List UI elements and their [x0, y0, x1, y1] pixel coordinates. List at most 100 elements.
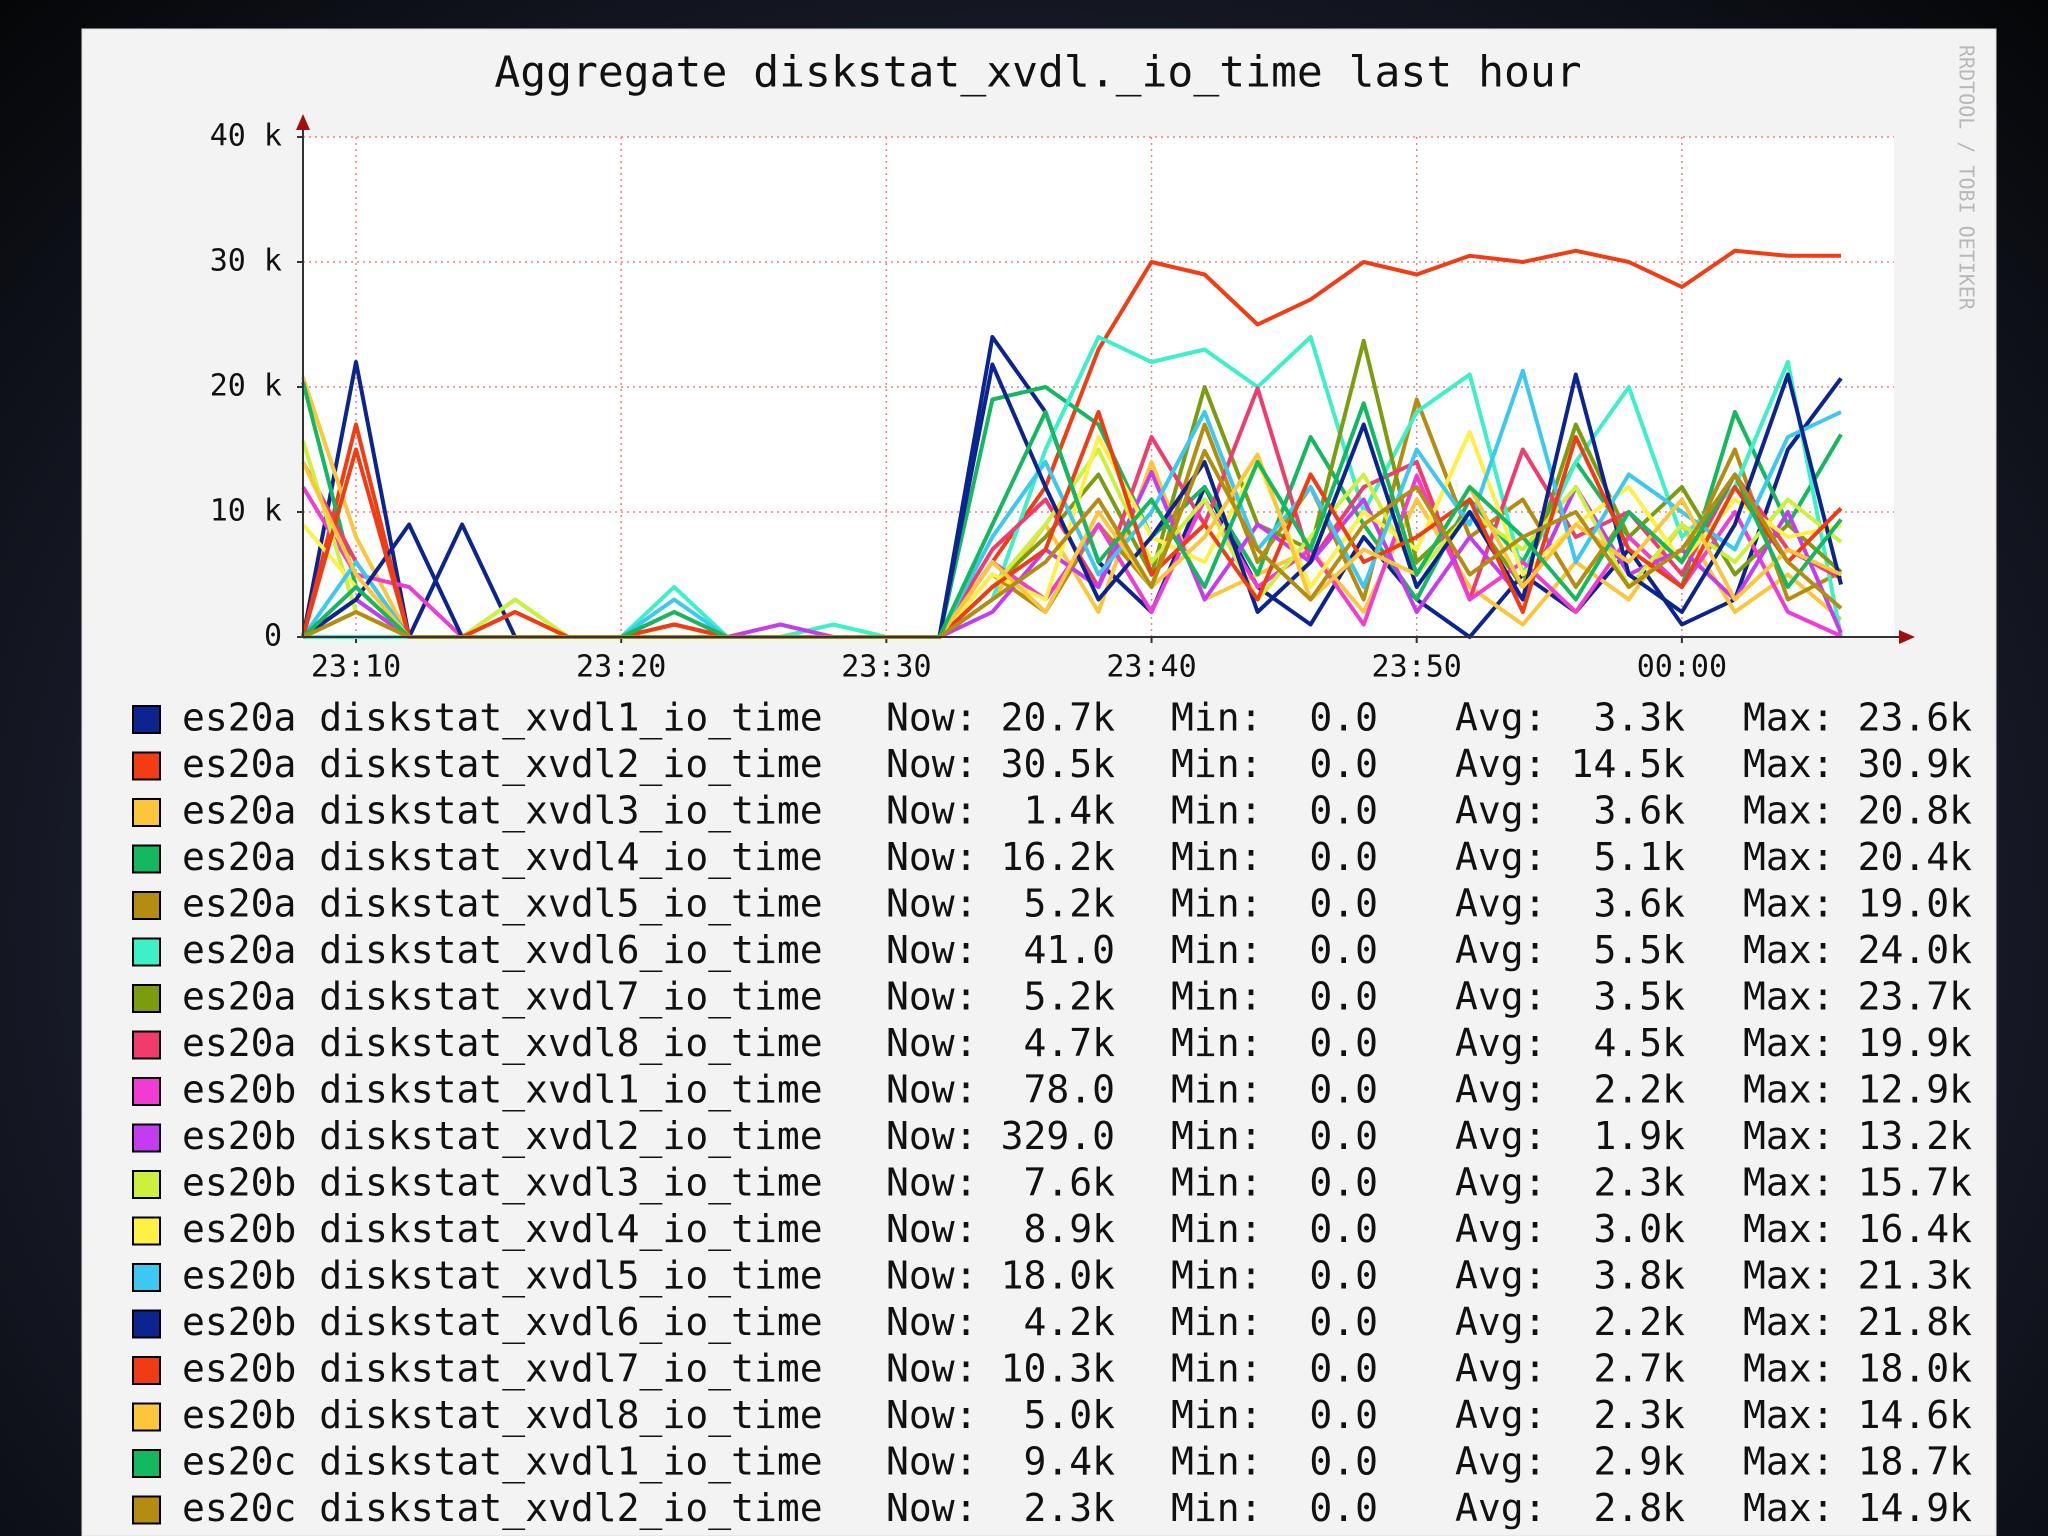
- legend-swatch: [132, 751, 161, 781]
- legend-swatch: [132, 798, 161, 827]
- legend-stat-label: Avg:: [1455, 882, 1547, 926]
- legend-stat-value: 0.0: [1309, 789, 1378, 833]
- legend-stat-label: Max:: [1743, 1393, 1835, 1437]
- legend-label: es20a diskstat_xvdl7_io_time: [182, 975, 823, 1020]
- y-arrow: [296, 114, 310, 130]
- legend-stat-label: Max:: [1743, 696, 1835, 740]
- legend-swatch: [132, 1309, 161, 1339]
- legend-stat-value: 3.8k: [1593, 1254, 1685, 1298]
- legend-swatch: [132, 1356, 161, 1385]
- legend-stat-value: 15.7k: [1858, 1161, 1973, 1205]
- legend-stat-value: 19.9k: [1858, 1021, 1973, 1065]
- legend-stat-label: Min:: [1171, 696, 1263, 740]
- legend-swatch: [132, 844, 161, 874]
- legend-label: es20c diskstat_xvdl2_io_time: [182, 1486, 823, 1531]
- legend-swatch: [132, 1216, 161, 1246]
- legend-stat-label: Min:: [1171, 835, 1263, 879]
- legend-stat-value: 41.0: [1023, 928, 1115, 972]
- legend: es20a diskstat_xvdl1_io_time Now: 20.7k Min…: [132, 696, 1973, 1531]
- legend-label: es20a diskstat_xvdl6_io_time: [182, 928, 823, 973]
- legend-stat-label: Avg:: [1455, 1486, 1547, 1530]
- legend-swatch: [132, 891, 161, 920]
- legend-label: es20a diskstat_xvdl2_io_time: [182, 742, 823, 787]
- legend-stat-label: Max:: [1743, 928, 1835, 972]
- legend-stat-value: 19.0k: [1858, 882, 1973, 926]
- legend-stat-label: Avg:: [1455, 1161, 1547, 1205]
- legend-stat-label: Max:: [1743, 1254, 1835, 1298]
- legend-stat-value: 2.2k: [1593, 1300, 1685, 1344]
- legend-stat-label: Min:: [1171, 742, 1263, 786]
- legend-stat-label: Now:: [886, 882, 978, 926]
- legend-stat-label: Now:: [886, 1254, 978, 1298]
- legend-stat-value: 5.2k: [1023, 975, 1115, 1019]
- legend-stat-label: Max:: [1743, 742, 1835, 786]
- x-tick-label: 23:50: [1372, 650, 1462, 685]
- legend-stat-value: 2.7k: [1593, 1347, 1685, 1391]
- watermark: RRDTOOL / TOBI OETIKER: [1955, 45, 1979, 311]
- legend-stat-label: Avg:: [1455, 1114, 1547, 1158]
- legend-stat-value: 0.0: [1309, 1068, 1378, 1112]
- legend-swatch: [132, 937, 161, 967]
- legend-stat-label: Min:: [1171, 975, 1263, 1019]
- legend-label: es20b diskstat_xvdl8_io_time: [182, 1393, 823, 1438]
- legend-stat-label: Max:: [1743, 1440, 1835, 1484]
- legend-stat-label: Max:: [1743, 1347, 1835, 1391]
- legend-stat-label: Min:: [1171, 928, 1263, 972]
- legend-stat-label: Max:: [1743, 835, 1835, 879]
- legend-stat-value: 12.9k: [1858, 1068, 1973, 1112]
- legend-stat-value: 20.4k: [1858, 835, 1973, 879]
- legend-stat-value: 14.9k: [1858, 1486, 1973, 1530]
- legend-stat-label: Min:: [1171, 1254, 1263, 1298]
- legend-swatch: [132, 984, 161, 1013]
- legend-swatch: [132, 1402, 161, 1432]
- y-tick-label: 0: [264, 619, 282, 654]
- legend-stat-label: Now:: [886, 1347, 978, 1391]
- legend-stat-value: 16.2k: [1001, 835, 1116, 879]
- legend-stat-value: 5.2k: [1023, 882, 1115, 926]
- legend-stat-label: Avg:: [1455, 928, 1547, 972]
- legend-stat-value: 3.0k: [1593, 1207, 1685, 1251]
- legend-stat-value: 0.0: [1309, 1161, 1378, 1205]
- legend-swatch: [132, 1077, 161, 1106]
- legend-stat-label: Max:: [1743, 1300, 1835, 1344]
- legend-stat-value: 0.0: [1309, 742, 1378, 786]
- x-tick-label: 23:40: [1106, 650, 1196, 685]
- legend-stat-label: Max:: [1743, 1068, 1835, 1112]
- legend-stat-value: 0.0: [1309, 1347, 1378, 1391]
- legend-stat-value: 13.2k: [1858, 1114, 1973, 1158]
- legend-stat-label: Now:: [886, 789, 978, 833]
- legend-stat-value: 14.6k: [1858, 1393, 1973, 1437]
- legend-swatch: [132, 1123, 161, 1153]
- legend-stat-value: 329.0: [1001, 1114, 1115, 1158]
- legend-stat-value: 1.9k: [1593, 1114, 1685, 1158]
- legend-stat-label: Min:: [1171, 1021, 1263, 1065]
- legend-stat-value: 2.9k: [1593, 1440, 1685, 1484]
- legend-stat-value: 8.9k: [1023, 1207, 1115, 1251]
- legend-stat-label: Min:: [1171, 789, 1263, 833]
- legend-label: es20b diskstat_xvdl7_io_time: [182, 1347, 823, 1392]
- legend-stat-value: 2.3k: [1023, 1486, 1115, 1530]
- legend-swatch: [132, 1495, 161, 1525]
- legend-stat-value: 20.8k: [1858, 789, 1973, 833]
- legend-stat-label: Avg:: [1455, 1347, 1547, 1391]
- legend-label: es20b diskstat_xvdl2_io_time: [182, 1114, 823, 1159]
- legend-stat-label: Now:: [886, 1486, 978, 1530]
- legend-stat-label: Now:: [886, 742, 978, 786]
- x-tick-label: 23:30: [841, 650, 931, 685]
- legend-stat-label: Now:: [886, 928, 978, 972]
- series-line: [301, 410, 1843, 639]
- legend-stat-label: Avg:: [1455, 975, 1547, 1019]
- legend-stat-label: Avg:: [1455, 1068, 1547, 1112]
- legend-stat-value: 2.2k: [1593, 1068, 1685, 1112]
- legend-stat-label: Max:: [1743, 975, 1835, 1019]
- legend-stat-value: 5.0k: [1023, 1393, 1115, 1437]
- legend-stat-value: 3.6k: [1593, 789, 1685, 833]
- legend-stat-value: 23.7k: [1858, 975, 1973, 1019]
- legend-stat-value: 0.0: [1309, 882, 1378, 926]
- legend-stat-label: Now:: [886, 1114, 978, 1158]
- x-tick-label: 00:00: [1637, 650, 1727, 685]
- x-tick-label: 23:10: [311, 650, 401, 685]
- legend-stat-label: Avg:: [1455, 1254, 1547, 1298]
- legend-stat-label: Min:: [1171, 1114, 1263, 1158]
